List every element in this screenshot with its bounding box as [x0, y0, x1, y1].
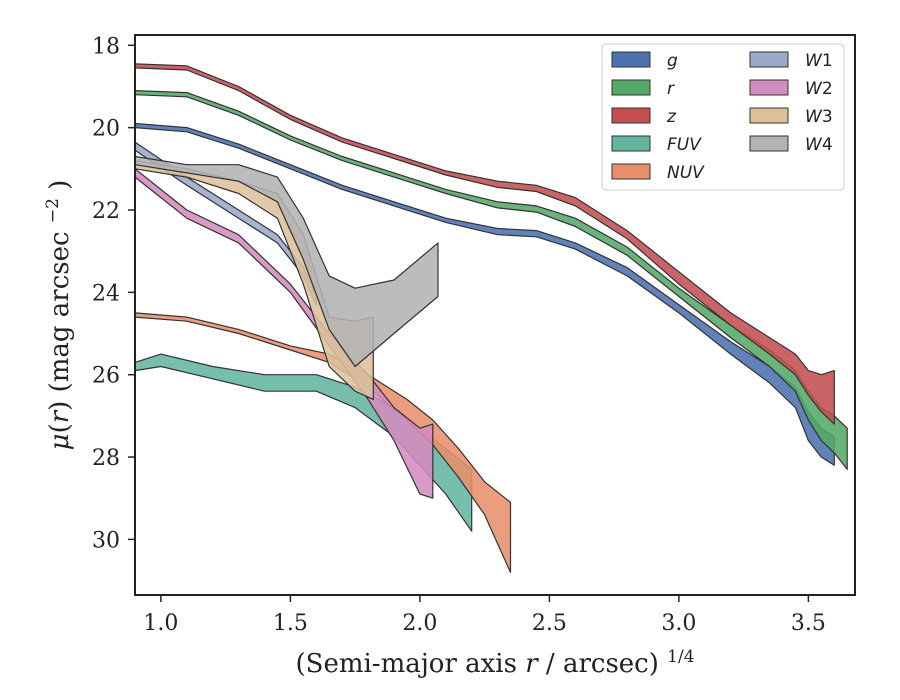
x-tick-label: 3.0	[661, 611, 696, 636]
legend-swatch-w1	[749, 51, 789, 68]
legend-label-r: r	[667, 79, 675, 99]
y-axis-label-text: μ(r) (mag arcsec	[45, 231, 75, 450]
legend-label-fuv: FUV	[667, 135, 702, 155]
legend: grz FUV NUV W1 W2 W3 W4	[601, 43, 845, 191]
x-tick-label: 3.5	[791, 611, 826, 636]
legend-label-w1: W1	[805, 51, 833, 71]
band-nuv	[134, 312, 512, 573]
y-axis-label-superscript: −2	[43, 198, 63, 223]
y-tick-label: 18	[92, 34, 120, 59]
band-w2	[134, 168, 434, 499]
legend-label-g: g	[667, 51, 678, 71]
y-tick-label: 30	[92, 528, 120, 553]
band-w4	[134, 155, 439, 368]
y-tick-label: 20	[92, 117, 120, 142]
legend-swatch-z	[611, 107, 651, 124]
series-bands	[134, 63, 848, 573]
y-tick-label: 22	[92, 199, 120, 224]
band-r	[134, 90, 848, 470]
x-tick-label: 1.0	[143, 611, 178, 636]
y-axis-label-close: )	[45, 180, 75, 190]
x-axis-label-text: (Semi-major axis r / arcsec)	[295, 649, 658, 679]
y-axis-label: μ(r) (mag arcsec −2 )	[35, 180, 75, 451]
legend-label-w2: W2	[805, 79, 833, 99]
legend-swatch-w4	[749, 135, 789, 152]
band-z	[134, 63, 835, 425]
x-axis-ticks: 1.0 1.5 2.0 2.5 3.0 3.5	[143, 595, 826, 636]
legend-swatch-fuv	[611, 135, 651, 152]
y-axis-ticks: 18 20 22 24 26 28 30	[92, 34, 135, 553]
legend-swatch-w3	[749, 107, 789, 124]
legend-label-nuv: NUV	[667, 163, 705, 183]
legend-swatch-g	[611, 51, 651, 68]
x-axis-label: (Semi-major axis r / arcsec) 1/4	[295, 647, 694, 679]
band-g	[134, 122, 835, 466]
x-tick-label: 1.5	[273, 611, 308, 636]
legend-label-z: z	[666, 107, 677, 127]
x-tick-label: 2.5	[532, 611, 567, 636]
x-axis-label-superscript: 1/4	[667, 647, 694, 667]
legend-label-w4: W4	[805, 135, 833, 155]
legend-swatch-nuv	[611, 163, 651, 180]
legend-swatch-w2	[749, 79, 789, 96]
legend-label-w3: W3	[805, 107, 833, 127]
y-tick-label: 26	[92, 364, 120, 389]
y-tick-label: 24	[92, 281, 120, 306]
x-tick-label: 2.0	[402, 611, 437, 636]
y-tick-label: 28	[92, 446, 120, 471]
plot-frame	[134, 34, 856, 596]
legend-swatch-r	[611, 79, 651, 96]
